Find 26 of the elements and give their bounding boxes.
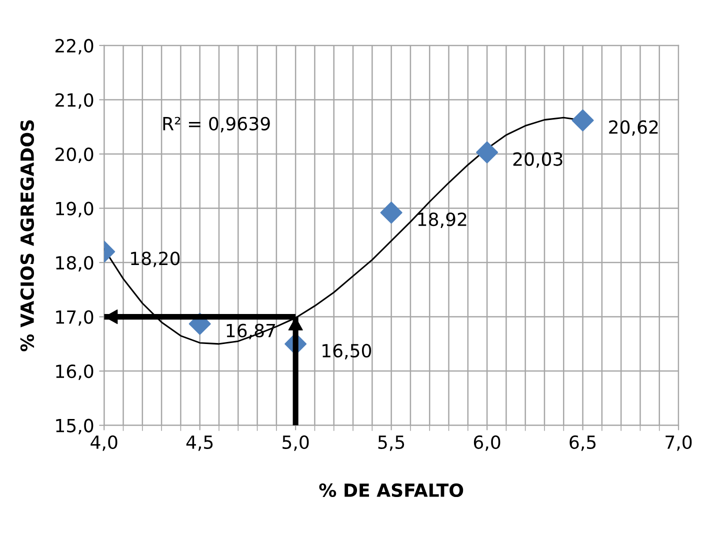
y-tick-label: 15,0	[56, 418, 94, 434]
x-axis-title: % DE ASFALTO	[319, 483, 464, 498]
x-tick-label: 4,5	[186, 436, 213, 451]
y-tick-label: 16,0	[56, 364, 94, 380]
y-tick-label: 18,0	[56, 256, 94, 272]
data-label: 18,92	[418, 212, 466, 228]
point	[572, 109, 594, 132]
y-tick-label: 19,0	[56, 202, 94, 218]
point	[380, 202, 402, 224]
point	[476, 141, 498, 164]
y-axis-title: % VACIOS AGREGADOS	[20, 120, 34, 352]
y-tick-label: 21,0	[56, 93, 94, 109]
data-label: 16,50	[322, 344, 372, 360]
x-tick-label: 5,5	[378, 436, 404, 451]
x-tick-label: 5,0	[282, 435, 309, 451]
data-label: 20,03	[513, 152, 562, 168]
y-tick-label: 20,0	[56, 147, 94, 163]
data-label: 20,62	[609, 120, 658, 136]
y-tick-label: 17,0	[56, 310, 94, 326]
annotation: R² = 0,9639	[163, 116, 270, 132]
x-tick-label: 6,5	[570, 435, 596, 451]
data-label: 18,20	[131, 252, 180, 268]
x-tick-label: 6,0	[474, 435, 500, 451]
y-tick-label: 22,0	[56, 38, 94, 54]
x-tick-label: 4,0	[90, 435, 118, 451]
x-tick-label: 7,0	[666, 435, 692, 451]
